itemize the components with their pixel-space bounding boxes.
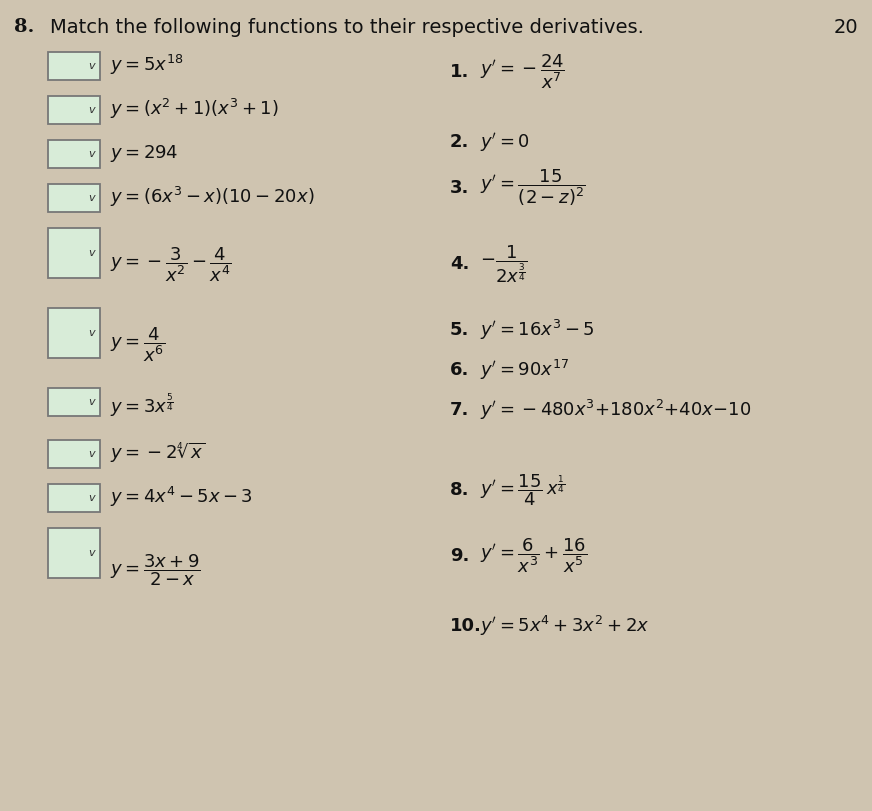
FancyBboxPatch shape — [48, 484, 100, 512]
Text: 1.: 1. — [450, 63, 469, 81]
Text: 8.: 8. — [450, 481, 469, 499]
Text: Match the following functions to their respective derivatives.: Match the following functions to their r… — [50, 18, 644, 37]
Text: $-\dfrac{1}{2x^{\frac{3}{4}}}$: $-\dfrac{1}{2x^{\frac{3}{4}}}$ — [480, 243, 528, 285]
Text: $y = 5x^{18}$: $y = 5x^{18}$ — [110, 53, 183, 77]
Text: 7.: 7. — [450, 401, 469, 419]
Text: $y' = 90x^{17}$: $y' = 90x^{17}$ — [480, 358, 569, 382]
FancyBboxPatch shape — [48, 184, 100, 212]
FancyBboxPatch shape — [48, 388, 100, 416]
Text: $y' = \dfrac{15}{4}\,x^{\frac{1}{4}}$: $y' = \dfrac{15}{4}\,x^{\frac{1}{4}}$ — [480, 472, 565, 508]
Text: v: v — [89, 61, 95, 71]
Text: $y = 4x^4 - 5x - 3$: $y = 4x^4 - 5x - 3$ — [110, 485, 253, 509]
Text: $y = (x^2 + 1)(x^3 + 1)$: $y = (x^2 + 1)(x^3 + 1)$ — [110, 97, 279, 121]
Text: $y = -2\sqrt[4]{x}$: $y = -2\sqrt[4]{x}$ — [110, 441, 205, 465]
Text: 2.: 2. — [450, 133, 469, 151]
Text: $y' = 5x^4 + 3x^2 + 2x$: $y' = 5x^4 + 3x^2 + 2x$ — [480, 614, 650, 638]
Text: $y' = -480x^3{+}180x^2{+}40x{-}10$: $y' = -480x^3{+}180x^2{+}40x{-}10$ — [480, 398, 751, 422]
Text: v: v — [89, 149, 95, 159]
FancyBboxPatch shape — [48, 528, 100, 578]
FancyBboxPatch shape — [48, 96, 100, 124]
FancyBboxPatch shape — [48, 228, 100, 278]
Text: $y = 294$: $y = 294$ — [110, 143, 178, 164]
Text: v: v — [89, 548, 95, 558]
Text: v: v — [89, 449, 95, 459]
Text: v: v — [89, 328, 95, 338]
Text: $y' = 0$: $y' = 0$ — [480, 131, 530, 153]
Text: v: v — [89, 493, 95, 503]
Text: $y' = 16x^3 - 5$: $y' = 16x^3 - 5$ — [480, 318, 595, 342]
Text: $y' = \dfrac{15}{(2-z)^2}$: $y' = \dfrac{15}{(2-z)^2}$ — [480, 168, 586, 208]
Text: v: v — [89, 193, 95, 203]
Text: 5.: 5. — [450, 321, 469, 339]
Text: 4.: 4. — [450, 255, 469, 273]
Text: $y' = \dfrac{6}{x^3} + \dfrac{16}{x^5}$: $y' = \dfrac{6}{x^3} + \dfrac{16}{x^5}$ — [480, 537, 587, 575]
Text: 20: 20 — [834, 18, 858, 37]
Text: $y = -\dfrac{3}{x^2} - \dfrac{4}{x^4}$: $y = -\dfrac{3}{x^2} - \dfrac{4}{x^4}$ — [110, 246, 232, 285]
Text: $y = \dfrac{3x+9}{2-x}$: $y = \dfrac{3x+9}{2-x}$ — [110, 552, 201, 588]
Text: $y = \dfrac{4}{x^6}$: $y = \dfrac{4}{x^6}$ — [110, 326, 165, 364]
FancyBboxPatch shape — [48, 440, 100, 468]
Text: v: v — [89, 397, 95, 407]
Text: 3.: 3. — [450, 179, 469, 197]
Text: $y = (6x^3 - x)(10 - 20x)$: $y = (6x^3 - x)(10 - 20x)$ — [110, 185, 315, 209]
FancyBboxPatch shape — [48, 140, 100, 168]
Text: 9.: 9. — [450, 547, 469, 565]
Text: 10.: 10. — [450, 617, 482, 635]
Text: v: v — [89, 105, 95, 115]
FancyBboxPatch shape — [48, 308, 100, 358]
Text: v: v — [89, 248, 95, 258]
Text: $y' = -\dfrac{24}{x^7}$: $y' = -\dfrac{24}{x^7}$ — [480, 53, 565, 92]
FancyBboxPatch shape — [48, 52, 100, 80]
Text: 6.: 6. — [450, 361, 469, 379]
Text: $y = 3x^{\frac{5}{4}}$: $y = 3x^{\frac{5}{4}}$ — [110, 391, 174, 419]
Text: 8.: 8. — [14, 18, 34, 36]
